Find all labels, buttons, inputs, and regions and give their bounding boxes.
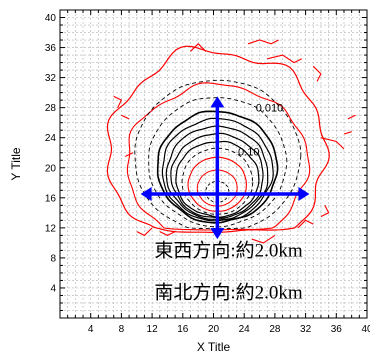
y-tick-label: 12 [45,223,57,234]
contour-fragment-2 [312,65,322,82]
contour-fragment-10 [159,231,176,237]
grid-lines [60,10,367,318]
arrowhead-west [140,187,152,202]
tick-labels: 4 8 12 16 20 24 28 32 36 40 4 8 12 16 20 24 28 32 36 40 [45,13,370,335]
contour-fragment-4 [343,131,352,135]
x-tick-label: 32 [300,324,312,335]
contour-red-core [196,169,238,207]
contour-red-outer [106,45,330,234]
contour-fragment-13 [320,205,330,218]
contour-label-0010: 0.010 [256,102,284,114]
contour-fragment-9 [136,227,153,237]
y-tick-label: 20 [45,163,57,174]
arrowhead-south [210,228,225,240]
arrows [140,96,310,240]
contour-fragment-1 [267,54,303,64]
contour-solid-4 [175,140,260,218]
arrowhead-north [210,96,225,108]
contour-fragment-8 [121,114,130,120]
x-tick-label: 16 [177,324,189,335]
x-tick-label: 20 [208,324,220,335]
contour-fragment-14 [190,43,207,52]
y-tick-label: 40 [45,13,57,24]
y-tick-label: 28 [45,103,57,114]
contour-fragment-11 [251,234,276,244]
contour-solid-0 [156,110,279,224]
axis-ticks [60,10,367,318]
x-tick-label: 12 [147,324,159,335]
contour-solid-1 [161,117,274,222]
contour-solid-3 [170,132,264,219]
contour-fragment-7 [124,152,134,157]
annotation-north-south: 南北方向:約2.0km [154,281,303,303]
contour-red-mid [126,82,311,231]
contour-label-010: 0.10 [238,147,259,159]
contour-fragment-3 [347,114,356,120]
x-tick-label: 28 [269,324,281,335]
y-axis-label: Y Title [9,147,23,180]
y-tick-label: 8 [50,253,56,264]
contour-fragment-12 [297,219,314,229]
contour-fragment-5 [320,137,345,150]
arrowhead-east [298,187,310,202]
y-tick-label: 16 [45,193,57,204]
contour-dashed-core [205,180,230,203]
x-tick-label: 4 [88,324,94,335]
contour-dashed-inner [181,147,254,215]
y-tick-label: 24 [45,133,57,144]
x-tick-label: 40 [361,324,370,335]
contour-lines [106,39,356,244]
contour-fragment-0 [247,39,279,45]
contour-fragment-6 [113,95,123,108]
y-tick-label: 4 [50,283,56,294]
x-tick-label: 24 [239,324,251,335]
annotation-east-west: 東西方向:約2.0km [154,239,303,261]
contour-red-inner [187,156,247,212]
y-tick-label: 32 [45,73,57,84]
contour-dashed-2 [148,97,288,228]
y-tick-label: 36 [45,43,57,54]
x-tick-label: 36 [331,324,343,335]
x-axis-label: X Title [197,340,231,354]
contour-solid-2 [165,125,269,220]
x-tick-label: 8 [119,324,125,335]
